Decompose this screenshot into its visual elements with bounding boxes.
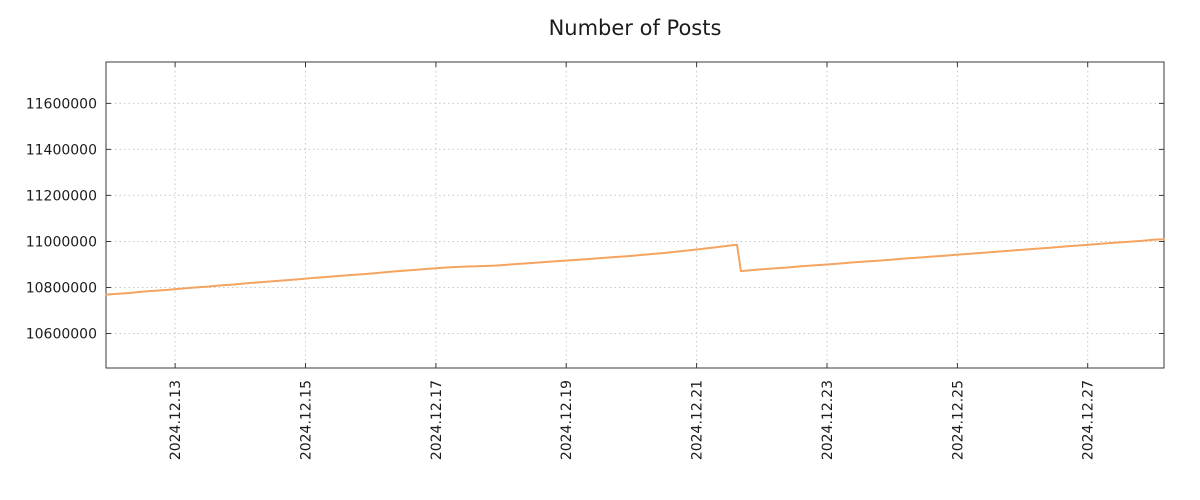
chart-title: Number of Posts [548, 16, 722, 40]
y-tick-label: 11600000 [26, 96, 97, 112]
x-tick-label: 2024.12.17 [429, 380, 445, 460]
y-tick-label: 11400000 [26, 142, 97, 158]
plot-frame [105, 61, 1165, 369]
y-tick-label: 11000000 [26, 235, 97, 251]
x-tick-label: 2024.12.25 [950, 380, 966, 460]
x-tick-label: 2024.12.19 [559, 380, 575, 460]
x-tick-label: 2024.12.13 [168, 380, 184, 460]
y-tick-label: 11200000 [26, 188, 97, 204]
x-tick-label: 2024.12.15 [299, 380, 315, 460]
series-line [105, 238, 1165, 296]
x-tick-label: 2024.12.23 [820, 380, 836, 460]
y-tick-label: 10800000 [26, 281, 97, 297]
y-tick-label: 10600000 [26, 327, 97, 343]
x-tick-label: 2024.12.27 [1081, 380, 1097, 460]
x-tick-label: 2024.12.21 [690, 380, 706, 460]
